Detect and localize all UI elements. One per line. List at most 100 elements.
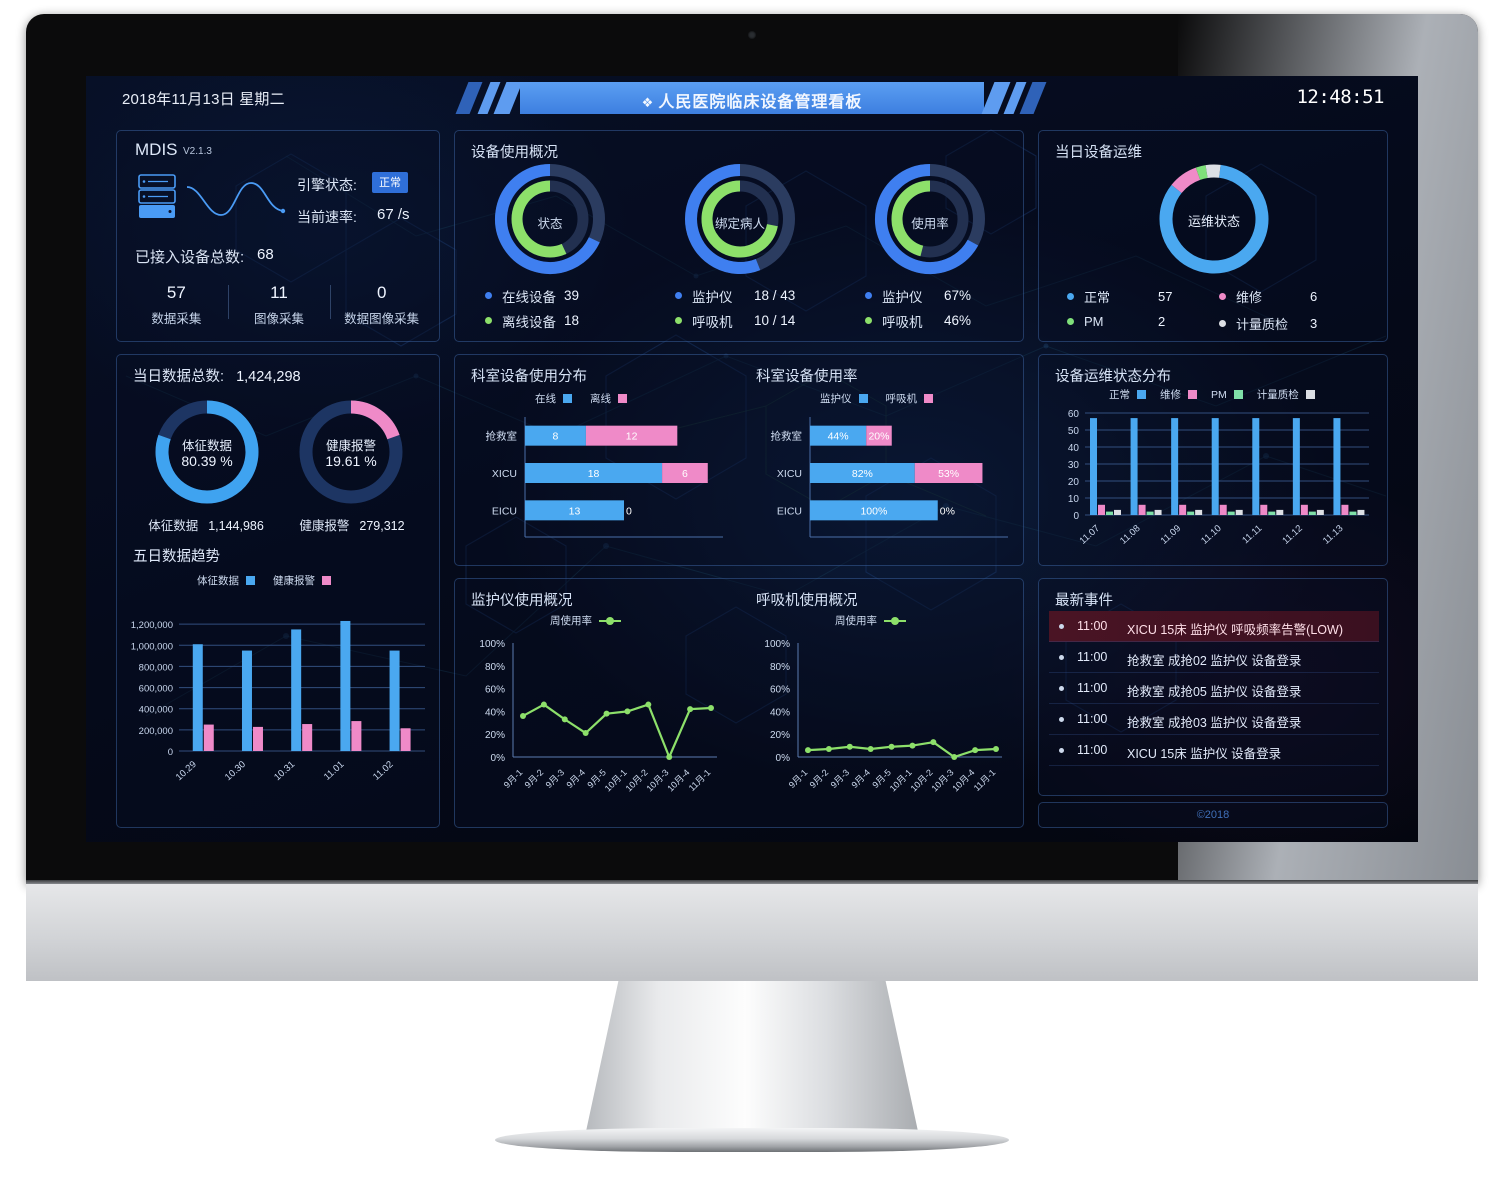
legend-swatch (1188, 390, 1197, 399)
footer-label: 体征数据 (148, 519, 199, 533)
legend-label: 周使用率 (550, 615, 592, 627)
legend-item: 周使用率 (835, 613, 906, 628)
svg-text:800,000: 800,000 (139, 662, 173, 673)
card-title: 监护仪使用概况 (471, 593, 573, 609)
legend-value: 46% (944, 313, 972, 328)
legend-value: 6 (1310, 289, 1318, 304)
legend-item: 体征数据 (197, 573, 255, 588)
ventilator-usage-panel: 呼吸机使用概况 周使用率 0% 20% 40% 60% 80% 100% 9月-1 9月-2 9… (740, 579, 1025, 829)
svg-text:11.09: 11.09 (1159, 523, 1184, 547)
stat-label: 数据图像采集 (344, 312, 420, 326)
alarm-donut: 健康报警 19.61 % (281, 393, 421, 511)
donut-center-label: 状态 (537, 217, 563, 231)
ops-legend-row: 维修 6 (1219, 287, 1317, 306)
event-time: 11:00 (1077, 743, 1108, 757)
event-row[interactable]: 11:00 XICU 15床 监护仪 设备登录 (1049, 735, 1379, 766)
card-title: 呼吸机使用概况 (756, 593, 858, 609)
ops-legend-row: PM 2 (1067, 314, 1165, 329)
svg-text:6: 6 (682, 468, 688, 480)
svg-text:11.07: 11.07 (1077, 523, 1102, 547)
usage-donut-2: 绑定病人 (645, 161, 835, 281)
department-card: 科室设备使用分布 在线 离线 抢救室 8 12 XICU 18 6 EICU 13 0 科室设备使… (454, 354, 1024, 566)
ventilator-usage-chart: 0%20%40%60%80%100%9月-19月-29月-39月-49月-510… (764, 639, 1002, 794)
svg-text:9月-4: 9月-4 (849, 767, 872, 790)
event-text: XICU 15床 监护仪 设备登录 (1127, 747, 1282, 761)
total-devices-value: 68 (257, 246, 274, 263)
legend-row: 呼吸机 10 / 14 (645, 308, 835, 333)
donut-center-value: 80.39 % (181, 453, 233, 469)
legend-item: PM (1211, 389, 1243, 401)
svg-text:0%: 0% (940, 505, 955, 517)
ops-status-donut-chart (1159, 164, 1269, 274)
svg-text:EICU: EICU (492, 505, 517, 517)
ops-legend-row: 计量质检 3 (1219, 314, 1317, 333)
trend-legend: 体征数据 健康报警 (197, 573, 331, 588)
card-title: 设备运维状态分布 (1055, 369, 1171, 385)
footer-label: 健康报警 (299, 519, 350, 533)
donut-center-label: 健康报警 (325, 439, 376, 453)
legend-value: 39 (564, 288, 580, 303)
event-row[interactable]: 11:00 抢救室 成抢05 监护仪 设备登录 (1049, 673, 1379, 704)
mdis-stat-group: 57 数据采集 11 图像采集 0 数据图像采集 (125, 283, 433, 327)
svg-text:0: 0 (626, 505, 632, 517)
legend-line (599, 616, 621, 625)
total-label-text: 当日数据总数: (133, 369, 225, 385)
trend-title: 五日数据趋势 (133, 549, 220, 565)
legend-row: 在线设备 39 (455, 283, 645, 308)
vitals-donut: 体征数据 80.39 % (137, 393, 277, 511)
donut-center-label: 绑定病人 (714, 217, 765, 231)
svg-text:80%: 80% (770, 662, 790, 673)
mdis-version: V2.1.3 (183, 146, 212, 157)
legend-label: 在线 (535, 393, 556, 405)
legend-dot (485, 292, 492, 299)
donut-legend: 监护仪 18 / 43 呼吸机 10 / 14 (645, 283, 835, 333)
legend-label: 监护仪 (882, 289, 923, 305)
card-title: 科室设备使用率 (756, 369, 858, 385)
legend-item: 离线 (590, 391, 627, 406)
event-row[interactable]: 11:00 抢救室 成抢02 监护仪 设备登录 (1049, 642, 1379, 673)
svg-text:10: 10 (1068, 494, 1080, 505)
mdis-name: MDIS (135, 140, 178, 159)
legend-label: 健康报警 (273, 575, 315, 587)
bullet-icon (1059, 624, 1064, 629)
ops-distribution-chart: 0 10 20 30 40 50 60 11.07 11.08 11.09 11.10 11.11 11… (1068, 409, 1369, 547)
svg-text:9月-2: 9月-2 (523, 767, 546, 790)
svg-text:8: 8 (553, 431, 559, 443)
legend-label: 离线 (590, 393, 611, 405)
bullet-icon (1059, 717, 1064, 722)
legend-label: 周使用率 (835, 615, 877, 627)
stat-label: 图像采集 (254, 312, 305, 326)
card-title: 科室设备使用分布 (471, 369, 587, 385)
stat-value: 0 (376, 283, 387, 302)
donut-chart (875, 164, 985, 274)
daily-total-label: 当日数据总数: 1,424,298 (133, 365, 301, 386)
legend-label: 计量质检 (1236, 317, 1289, 332)
bullet-icon (1059, 748, 1064, 753)
svg-text:10月-3: 10月-3 (929, 767, 955, 793)
ops-dist-legend: 正常 维修 PM 计量质检 (1109, 387, 1315, 402)
legend-dot (675, 292, 682, 299)
legend-label: 离线设备 (502, 314, 556, 330)
total-value-text: 1,424,298 (236, 369, 301, 385)
legend-label: 计量质检 (1256, 389, 1299, 401)
svg-text:20%: 20% (485, 730, 505, 741)
svg-text:20%: 20% (868, 431, 889, 443)
legend-value: 2 (1158, 314, 1166, 329)
dashboard-title: ❖ 人民医院临床设备管理看板 (641, 94, 863, 111)
svg-text:200,000: 200,000 (139, 726, 173, 737)
legend-label: 维修 (1236, 290, 1263, 305)
bullet-icon (1059, 655, 1064, 660)
legend-item: 计量质检 (1257, 387, 1315, 402)
svg-text:0: 0 (1073, 511, 1079, 522)
legend-swatch (246, 576, 255, 585)
event-row[interactable]: 11:00 抢救室 成抢03 监护仪 设备登录 (1049, 704, 1379, 735)
legend-label: 监护仪 (820, 393, 852, 405)
event-row[interactable]: 11:00 XICU 15床 监护仪 呼吸频率告警(LOW) (1049, 611, 1379, 642)
legend-dot (1067, 318, 1074, 325)
svg-text:53%: 53% (938, 468, 959, 480)
legend-label: 监护仪 (692, 289, 733, 305)
svg-text:60%: 60% (770, 685, 790, 696)
legend-dot (675, 317, 682, 324)
cluster-icon: ❖ (641, 95, 655, 110)
latest-events-card: 最新事件 11:00 XICU 15床 监护仪 呼吸频率告警(LOW) 11:00 抢… (1038, 578, 1388, 796)
